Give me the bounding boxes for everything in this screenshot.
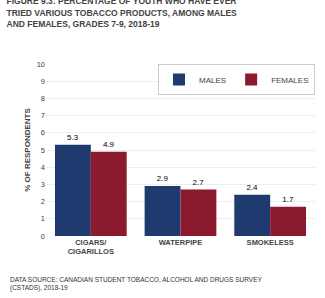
svg-text:FEMALES: FEMALES <box>271 76 308 85</box>
svg-text:4: 4 <box>41 163 45 172</box>
svg-text:3: 3 <box>41 180 45 189</box>
svg-text:% OF RESPONDENTS: % OF RESPONDENTS <box>23 108 32 192</box>
svg-text:8: 8 <box>41 94 45 103</box>
svg-text:1: 1 <box>41 214 45 223</box>
svg-text:2: 2 <box>41 197 45 206</box>
svg-text:10: 10 <box>37 60 45 69</box>
svg-text:9: 9 <box>41 77 45 86</box>
svg-text:2.7: 2.7 <box>193 178 205 187</box>
svg-text:7: 7 <box>41 111 45 120</box>
svg-text:SMOKELESS: SMOKELESS <box>247 238 294 247</box>
svg-text:MALES: MALES <box>199 76 226 85</box>
svg-text:2.4: 2.4 <box>246 183 258 192</box>
svg-text:5.3: 5.3 <box>67 133 79 142</box>
svg-text:WATERPIPE: WATERPIPE <box>159 238 203 247</box>
svg-text:FIGURE 9.3: PERCENTAGE OF YOUT: FIGURE 9.3: PERCENTAGE OF YOUTH WHO HAVE… <box>7 0 238 29</box>
svg-text:5: 5 <box>41 146 45 155</box>
svg-text:1.7: 1.7 <box>282 195 294 204</box>
svg-text:DATA SOURCE: CANADIAN STUDENT: DATA SOURCE: CANADIAN STUDENT TOBACCO, A… <box>10 276 263 292</box>
svg-text:0: 0 <box>41 232 45 241</box>
svg-text:2.9: 2.9 <box>157 174 169 183</box>
svg-text:6: 6 <box>41 128 45 137</box>
svg-text:CIGARS/CIGARILLOS: CIGARS/CIGARILLOS <box>68 238 114 257</box>
svg-text:4.9: 4.9 <box>103 140 115 149</box>
